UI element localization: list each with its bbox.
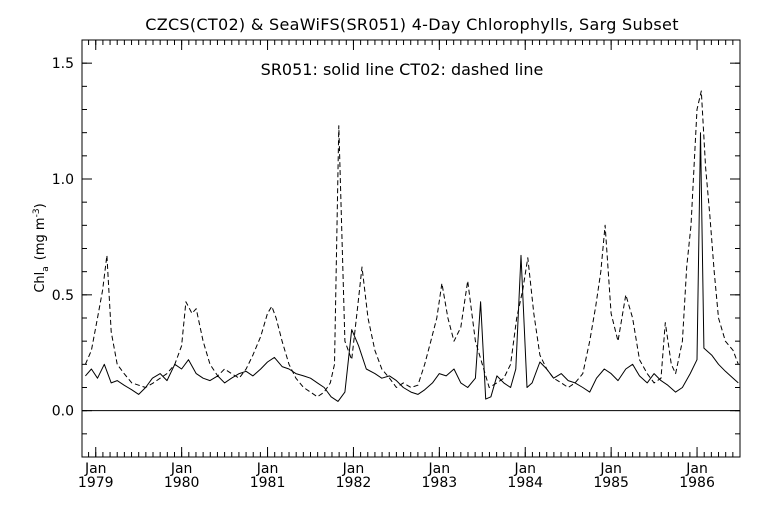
x-tick-month: Jan <box>428 461 451 477</box>
y-tick-label: 0.0 <box>52 404 74 420</box>
x-tick-year: 1981 <box>250 475 286 491</box>
x-tick-month: Jan <box>513 461 536 477</box>
series-group <box>84 90 739 402</box>
legend-text: SR051: solid line CT02: dashed line <box>261 60 544 79</box>
svg-text:Chla(mg m-3): Chla (mg m-3) <box>32 203 51 292</box>
y-axis: 0.0 0.5 1.0 1.5 <box>52 39 740 458</box>
y-axis-label-units-sup: -3 <box>32 208 42 217</box>
x-axis: Jan1979Jan1980Jan1981Jan1982Jan1983Jan19… <box>78 40 741 491</box>
y-axis-label-units: (mg m <box>33 217 48 260</box>
y-axis-label: Chla (mg m-3) <box>32 203 51 292</box>
y-axis-label-subscript: a <box>41 266 51 272</box>
y-tick-label: 1.5 <box>52 56 74 72</box>
plot-border <box>81 39 741 458</box>
y-axis-label-units-close: ) <box>33 203 48 208</box>
plot-frame <box>81 39 741 458</box>
x-tick-month: Jan <box>84 461 107 477</box>
series-sr051-line <box>85 132 739 402</box>
x-tick-month: Jan <box>342 461 365 477</box>
x-tick-year: 1982 <box>336 475 372 491</box>
y-tick-label: 1.0 <box>52 172 74 188</box>
x-tick-month: Jan <box>599 461 622 477</box>
chart-title: CZCS(CT02) & SeaWiFS(SR051) 4-Day Chloro… <box>145 15 679 34</box>
x-tick-year: 1980 <box>164 475 200 491</box>
x-tick-month: Jan <box>170 461 193 477</box>
x-tick-year: 1979 <box>78 475 114 491</box>
y-tick-label: 0.5 <box>52 288 74 304</box>
series-ct02-line <box>84 90 739 398</box>
x-tick-year: 1984 <box>507 475 543 491</box>
x-tick-month: Jan <box>685 461 708 477</box>
x-tick-month: Jan <box>256 461 279 477</box>
x-tick-year: 1983 <box>422 475 458 491</box>
x-tick-year: 1985 <box>593 475 629 491</box>
x-tick-year: 1986 <box>679 475 715 491</box>
y-axis-label-main: Chl <box>33 272 48 293</box>
